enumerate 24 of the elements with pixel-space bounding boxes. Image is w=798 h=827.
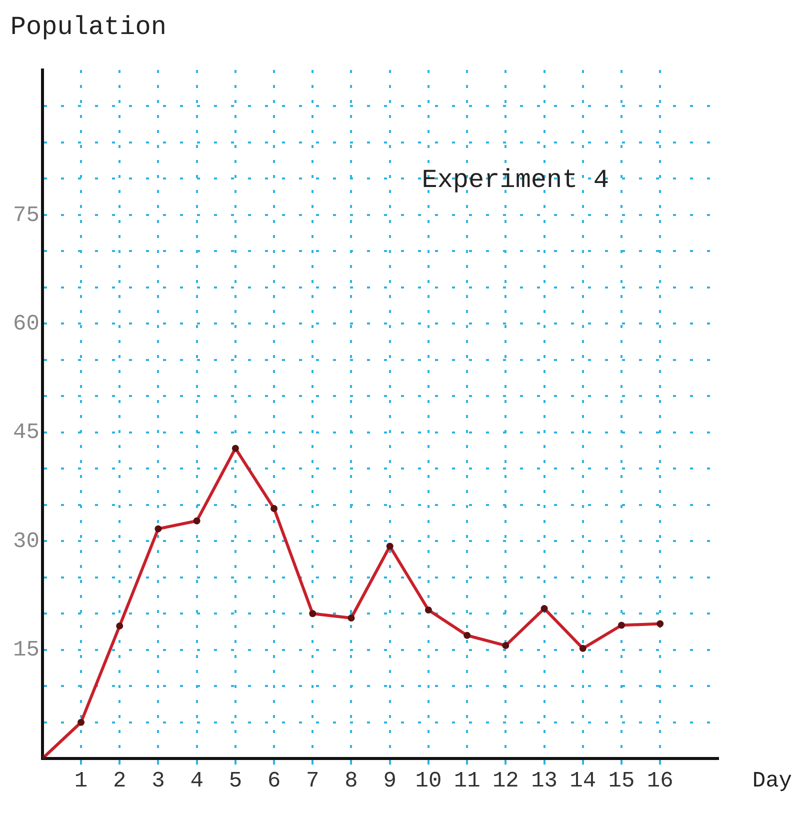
x-tick-label: 6 bbox=[267, 768, 281, 794]
text: Experiment 4 bbox=[422, 164, 609, 195]
x-tick-label: 12 bbox=[492, 768, 519, 794]
y-axis-title: Population bbox=[10, 12, 166, 42]
y-tick-label: 75 bbox=[13, 202, 40, 228]
x-tick-label: 10 bbox=[415, 768, 442, 794]
x-tick-label: 7 bbox=[306, 768, 320, 794]
x-tick-label: 4 bbox=[190, 768, 204, 794]
x-tick-label: 11 bbox=[454, 768, 480, 794]
x-tick-label: 14 bbox=[570, 768, 596, 794]
x-tick-label: 3 bbox=[152, 768, 165, 794]
x-tick-label: 13 bbox=[531, 768, 558, 794]
x-tick-label: 9 bbox=[383, 768, 396, 794]
y-tick-label: 60 bbox=[13, 312, 40, 337]
x-tick-label: 1 bbox=[74, 768, 88, 794]
x-tick-label: 5 bbox=[228, 768, 242, 794]
y-tick-label: 30 bbox=[13, 528, 40, 554]
x-tick-label: 2 bbox=[113, 768, 126, 794]
x-tick-label: 15 bbox=[608, 768, 635, 794]
y-tick-label: 45 bbox=[13, 420, 40, 446]
x-tick-label: 16 bbox=[646, 768, 674, 794]
x-axis-title: Day bbox=[752, 768, 792, 794]
x-tick-label: 8 bbox=[344, 768, 358, 794]
y-tick-label: 15 bbox=[13, 638, 40, 663]
